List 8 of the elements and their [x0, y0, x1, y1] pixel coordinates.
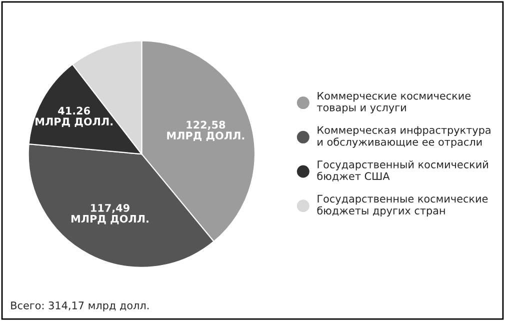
- legend-label: Коммерческая инфраструктура и обслуживающие ее отрасли: [318, 126, 490, 148]
- text: Всего: 314,17 млрд долл.: [11, 301, 149, 312]
- legend-label: Государственные космические бюджеты других стран: [317, 194, 488, 217]
- data-label: 41.26 МЛРД ДОЛЛ.: [36, 106, 113, 127]
- legend-label: Государственный космический бюджет США: [317, 160, 488, 182]
- data-label: 122,58 МЛРД ДОЛЛ.: [167, 120, 244, 142]
- legend-label: Коммерческие космические товары и услуги: [317, 92, 470, 114]
- data-label: 117,49 МЛРД ДОЛЛ.: [71, 204, 148, 224]
